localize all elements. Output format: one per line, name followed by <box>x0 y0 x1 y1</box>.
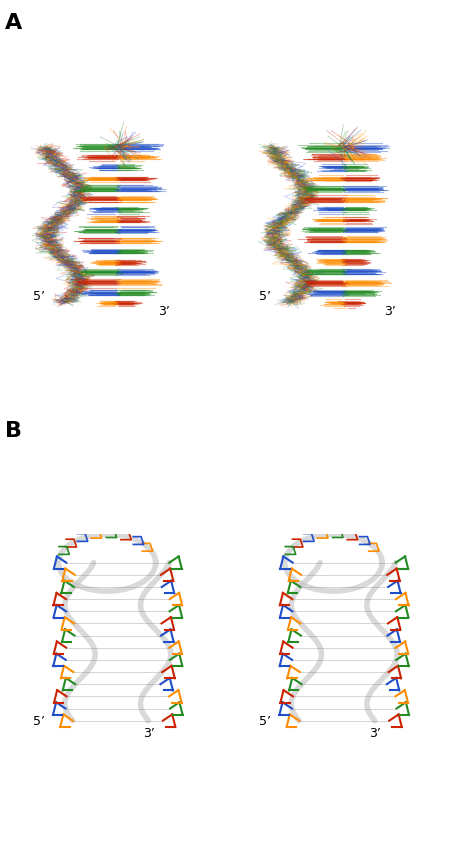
Text: 3’: 3’ <box>158 304 170 318</box>
Text: 5’: 5’ <box>259 290 271 303</box>
Text: A: A <box>5 13 22 33</box>
Text: 5’: 5’ <box>259 715 271 728</box>
Text: 5’: 5’ <box>33 290 45 303</box>
Text: 3’: 3’ <box>143 728 155 740</box>
Text: 3’: 3’ <box>370 728 381 740</box>
Text: 3’: 3’ <box>384 304 396 318</box>
Text: B: B <box>5 421 22 441</box>
Text: 5’: 5’ <box>33 715 45 728</box>
